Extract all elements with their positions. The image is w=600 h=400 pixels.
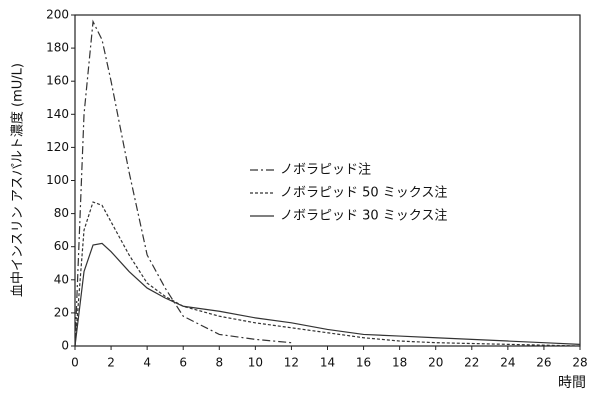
y-tick-label: 120 (46, 140, 69, 154)
y-tick-label: 80 (54, 206, 69, 220)
y-tick-label: 60 (54, 239, 69, 253)
y-axis-label: 血中インスリン アスパルト濃度 (mU/L) (10, 63, 26, 297)
data-line (74, 201, 581, 347)
x-tick-label: 6 (179, 356, 187, 370)
x-tick-label: 14 (320, 356, 335, 370)
x-tick-label: 20 (428, 356, 443, 370)
x-tick-label: 4 (143, 356, 151, 370)
plot-frame (74, 14, 581, 347)
data-line (74, 19, 292, 347)
legend-label: ノボラピッド 50 ミックス注 (280, 186, 447, 201)
x-tick-label: 18 (392, 356, 407, 370)
y-tick-label: 140 (46, 107, 69, 121)
x-tick-label: 8 (215, 356, 223, 370)
legend-label: ノボラピッド注 (280, 163, 371, 178)
x-tick-label: 26 (536, 356, 551, 370)
y-tick-label: 40 (54, 272, 69, 286)
x-tick-label: 10 (248, 356, 263, 370)
y-tick-label: 180 (46, 41, 69, 55)
x-axis-label: 時間 (558, 375, 586, 391)
y-tick-label: 160 (46, 74, 69, 88)
x-tick-label: 0 (71, 356, 79, 370)
y-tick-label: 20 (54, 305, 69, 319)
y-tick-label: 200 (46, 8, 69, 22)
y-tick-label: 100 (46, 173, 69, 187)
x-tick-label: 24 (500, 356, 515, 370)
x-tick-label: 16 (356, 356, 371, 370)
legend-label: ノボラピッド 30 ミックス注 (280, 209, 447, 224)
x-tick-label: 28 (572, 356, 587, 370)
y-tick-label: 0 (61, 339, 69, 353)
x-tick-label: 22 (464, 356, 479, 370)
x-tick-label: 12 (284, 356, 299, 370)
x-tick-label: 2 (107, 356, 115, 370)
data-line (74, 242, 581, 347)
